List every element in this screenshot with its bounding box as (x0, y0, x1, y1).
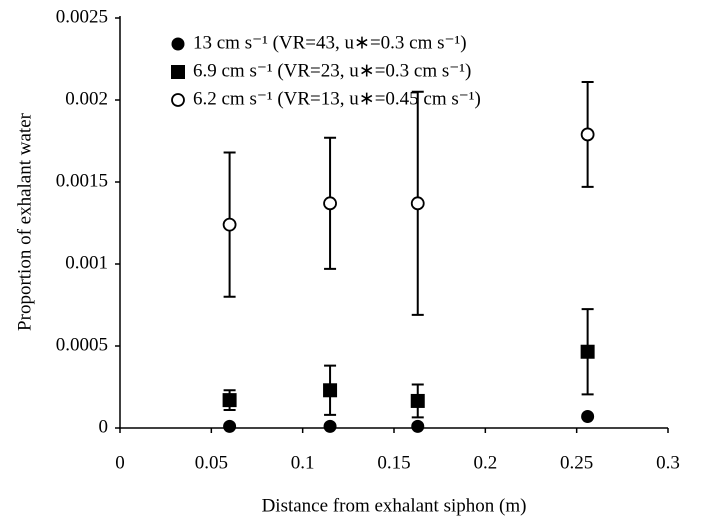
y-axis-title: Proportion of exhalant water (14, 112, 35, 331)
x-tick-label: 0.2 (473, 452, 497, 473)
y-tick-label: 0.001 (65, 252, 108, 273)
x-tick-label: 0.15 (377, 452, 410, 473)
data-point (410, 393, 425, 408)
y-tick-label: 0.002 (65, 88, 108, 109)
data-point (222, 217, 237, 232)
data-point (581, 410, 595, 424)
y-tick-label: 0.0015 (56, 170, 108, 191)
legend-label: 13 cm s⁻¹ (VR=43, u∗=0.3 cm s⁻¹) (193, 32, 467, 53)
data-point (580, 127, 595, 142)
legend-label: 6.9 cm s⁻¹ (VR=23, u∗=0.3 cm s⁻¹) (193, 60, 471, 81)
data-point (323, 196, 337, 211)
x-axis-title: Distance from exhalant siphon (m) (262, 495, 527, 516)
data-point (223, 419, 237, 433)
x-tick-label: 0.25 (560, 452, 593, 473)
data-point (580, 344, 595, 359)
data-point (410, 196, 425, 211)
x-tick-label: 0.05 (195, 452, 228, 473)
legend-marker (171, 65, 185, 79)
y-tick-label: 0.0005 (56, 334, 108, 355)
y-tick-label: 0 (99, 416, 109, 437)
data-point (411, 419, 425, 433)
x-tick-label: 0 (115, 452, 125, 473)
data-point (222, 393, 237, 408)
y-tick-label: 0.0025 (56, 6, 108, 27)
data-point (323, 383, 338, 398)
data-point (323, 419, 337, 433)
x-tick-label: 0.1 (291, 452, 315, 473)
x-tick-label: 0.3 (656, 452, 680, 473)
legend-marker (171, 93, 185, 107)
legend-marker (171, 37, 185, 51)
legend-label: 6.2 cm s⁻¹ (VR=13, u∗=0.45 cm s⁻¹) (193, 88, 481, 109)
